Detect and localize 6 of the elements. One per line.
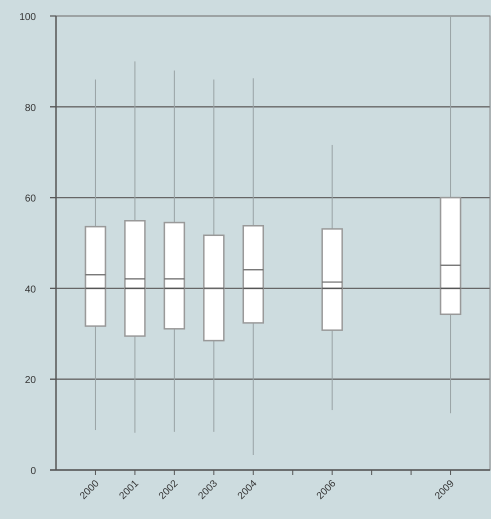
y-tick-label: 40 [24, 284, 36, 296]
y-tick-label: 100 [19, 12, 36, 23]
y-tick-label: 80 [24, 102, 36, 114]
y-tick-label: 60 [24, 194, 36, 205]
y-tick-label: 20 [24, 375, 36, 386]
y-tick-label: 0 [30, 466, 36, 477]
